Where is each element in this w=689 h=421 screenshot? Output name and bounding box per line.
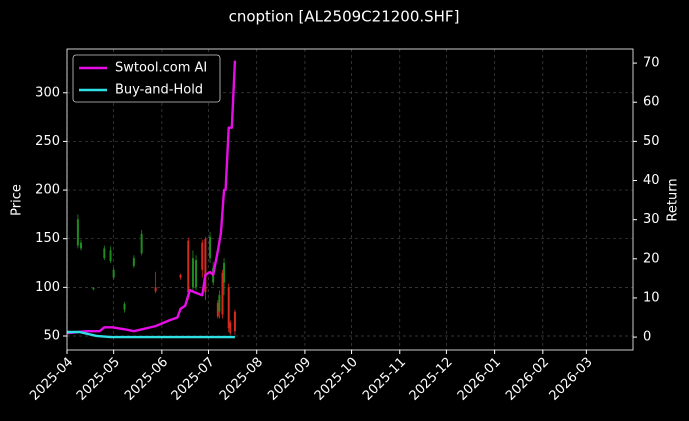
candle-body	[92, 287, 95, 290]
candle-body	[223, 263, 226, 283]
candle-body	[209, 236, 212, 259]
candle-body	[103, 248, 106, 259]
candle-body	[76, 219, 79, 246]
y2-tick-label: 60	[643, 95, 660, 110]
legend-box	[72, 54, 221, 103]
candle-body	[201, 242, 204, 270]
plot-frame	[66, 48, 634, 351]
y2-tick-label: 70	[643, 56, 660, 71]
candle-body	[109, 250, 112, 262]
y2-tick-label: 20	[643, 251, 660, 266]
candle-body	[187, 240, 190, 293]
y2-tick-label: 10	[643, 290, 660, 305]
y2-tick-label: 40	[643, 173, 660, 188]
candle-body	[195, 260, 198, 288]
y-tick-label: 200	[35, 183, 60, 198]
y-tick-label: 50	[43, 328, 60, 343]
y-tick-label: 250	[35, 134, 60, 149]
y2-tick-label: 30	[643, 212, 660, 227]
line-series	[66, 60, 237, 335]
y2-tick-label: 0	[643, 330, 651, 345]
y-tick-label: 100	[35, 280, 60, 295]
candle-body	[233, 311, 236, 332]
legend-label: Swtool.com AI	[115, 61, 207, 76]
candle-body	[227, 287, 230, 329]
candle-body	[112, 269, 115, 278]
legend-label: Buy-and-Hold	[115, 83, 203, 98]
candle-body	[204, 238, 207, 293]
candle-body	[140, 233, 143, 254]
y-axis-label: Price	[10, 184, 25, 216]
chart-title: cnoption [AL2509C21200.SHF]	[229, 8, 460, 26]
candle-body	[179, 274, 182, 278]
candle-body	[154, 287, 157, 292]
y2-tick-label: 50	[643, 134, 660, 149]
y-tick-label: 150	[35, 231, 60, 246]
y2-axis-label: Return	[666, 178, 681, 221]
candle-body	[229, 322, 232, 334]
candle-body	[216, 302, 219, 317]
line-series	[67, 330, 235, 339]
candle-body	[191, 258, 194, 288]
candle-body	[123, 303, 126, 310]
candle-body	[221, 272, 224, 315]
candle-body	[79, 242, 82, 249]
candle-body	[132, 258, 135, 266]
candle-body	[218, 295, 221, 312]
y-tick-label: 300	[35, 85, 60, 100]
